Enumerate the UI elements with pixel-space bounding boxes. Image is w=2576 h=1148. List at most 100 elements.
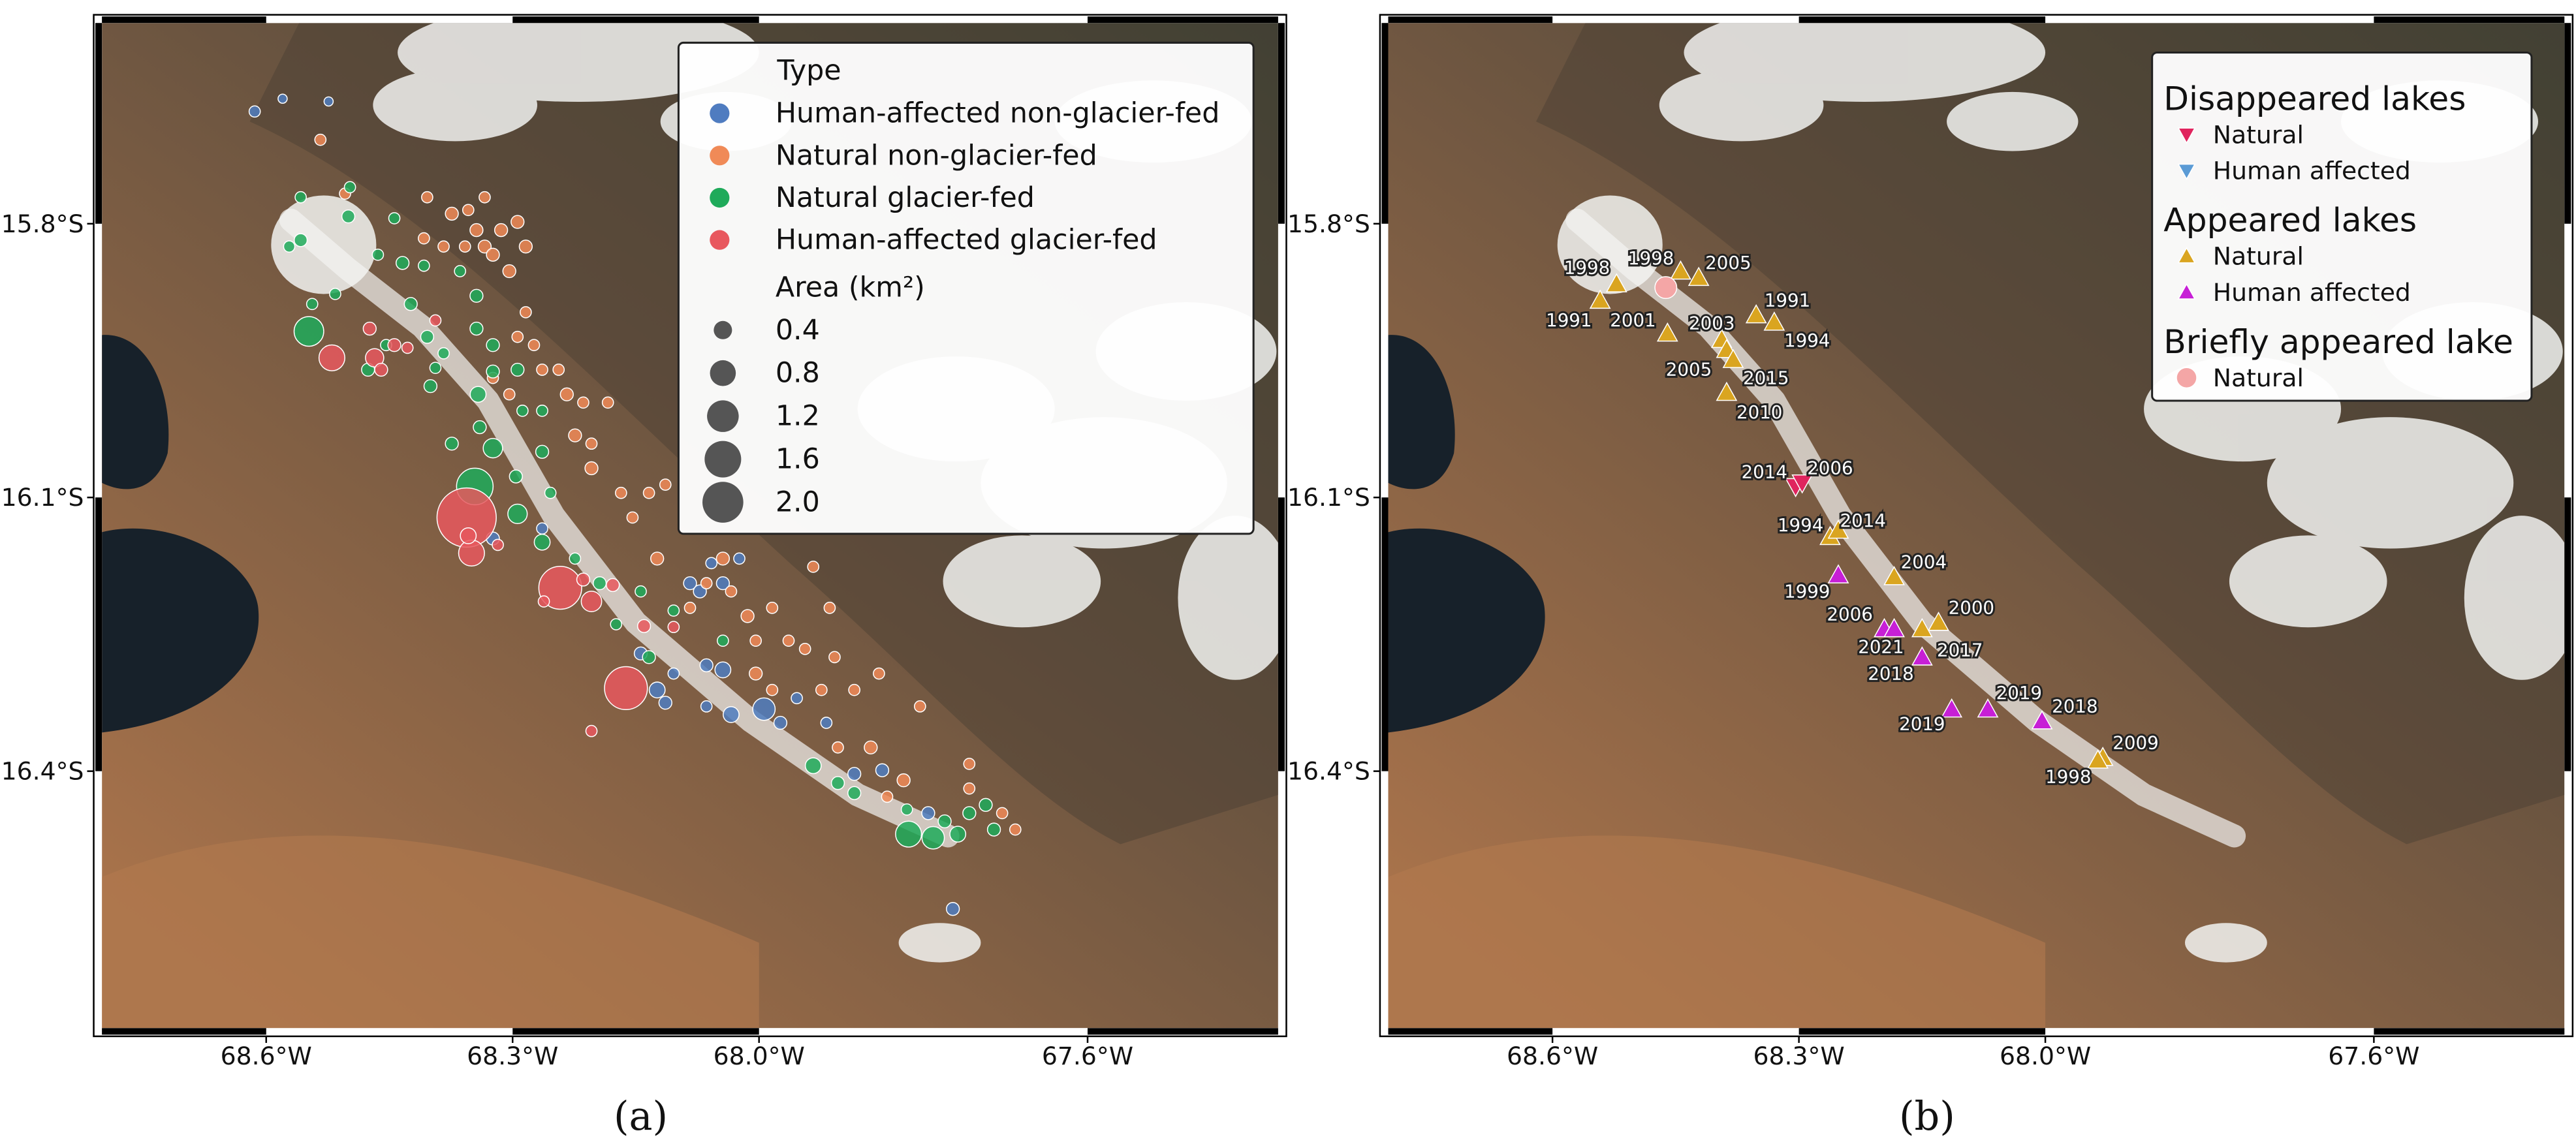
lake-point [341, 209, 356, 224]
lake-marker [1883, 566, 1905, 585]
lake-point [740, 609, 755, 623]
lake-point [323, 96, 334, 107]
year-label: 1998 [1628, 247, 1674, 269]
lake-point [293, 316, 324, 347]
lake-point [248, 105, 261, 118]
year-label: 1998 [1564, 256, 1610, 278]
lake-point [749, 634, 762, 647]
lake-point [715, 551, 730, 566]
lake-point [900, 803, 913, 816]
legend-group-title: Briefly appeared lake [2163, 322, 2513, 361]
year-label: 2014 [1840, 510, 1886, 531]
lake-point [584, 461, 599, 476]
legend-label: Natural glacier-fed [776, 181, 1035, 214]
lake-marker [1656, 322, 1678, 342]
legend-group-title: Disappeared lakes [2163, 79, 2466, 117]
x-tick-label: 68.3°W [467, 1042, 558, 1070]
lake-marker [1722, 349, 1744, 368]
lake-point [469, 321, 484, 336]
lake-point [420, 330, 435, 344]
lake-point [387, 338, 401, 352]
lake-point [418, 259, 430, 272]
lake-point [949, 826, 967, 843]
lake-point [429, 362, 442, 375]
year-label: 2009 [2113, 732, 2158, 753]
lake-marker [1654, 276, 1678, 300]
lake-point [667, 604, 680, 617]
lake-point [752, 697, 776, 721]
lake-point [388, 212, 401, 225]
lake-point [473, 420, 487, 435]
lake-point [963, 782, 976, 795]
y-tick-label: 16.4°S [1, 757, 84, 786]
lake-point [642, 486, 655, 499]
lake-point [418, 232, 430, 245]
lake-point [873, 667, 885, 680]
lake-point [782, 634, 795, 647]
frame-segment [1087, 16, 1278, 23]
lake-point [277, 93, 288, 104]
lake-marker [1605, 273, 1627, 292]
lake-point [503, 388, 516, 401]
lake-point [536, 364, 548, 376]
lake-point [552, 364, 565, 376]
year-label: 2005 [1666, 358, 1712, 380]
lake-point [832, 741, 844, 754]
frame-segment [512, 16, 759, 23]
lake-point [749, 666, 763, 681]
frame-segment [95, 497, 102, 771]
lake-point [462, 204, 475, 217]
lake-point [733, 552, 746, 565]
legend-label: Natural [2213, 364, 2304, 392]
lake-point [576, 572, 591, 587]
lake-point [535, 444, 550, 459]
lake-marker [1941, 698, 1963, 718]
y-tick-label: 15.8°S [1, 209, 84, 238]
lake-marker [2031, 710, 2053, 730]
legend-size-label: 1.6 [776, 443, 820, 476]
lake-point [823, 602, 836, 614]
legend-size-marker [714, 320, 732, 339]
lake-point [423, 379, 438, 394]
legend-marker [710, 187, 730, 208]
lake-point [996, 807, 1009, 820]
lake-point [773, 715, 788, 730]
lake-marker [1716, 381, 1738, 401]
lake-marker [1977, 698, 1999, 718]
legend-size-marker [702, 482, 744, 523]
frame-segment [2564, 23, 2571, 224]
lake-point [986, 822, 1001, 837]
legend-marker [2176, 367, 2197, 389]
lake-point [875, 763, 890, 777]
lake-point [585, 437, 598, 450]
lake-point [445, 437, 459, 451]
panel-caption: (b) [1899, 1094, 1955, 1140]
legend-marker [710, 146, 730, 166]
lake-point [454, 265, 467, 277]
lake-point [559, 387, 574, 401]
lake-point [766, 683, 779, 696]
x-tick-label: 68.0°W [2000, 1042, 2091, 1070]
lake-point [667, 667, 680, 680]
legend-label: Human affected [2213, 157, 2411, 185]
x-tick-label: 68.6°W [221, 1042, 312, 1070]
lake-marker [1911, 646, 1933, 666]
year-label: 2014 [1742, 461, 1787, 482]
legend-size-marker [710, 360, 736, 386]
legend-label: Natural [2213, 120, 2304, 149]
lake-point [362, 321, 377, 336]
y-tick-label: 16.4°S [1287, 757, 1370, 786]
frame-segment [2564, 497, 2571, 771]
lake-point [516, 405, 529, 417]
frame-segment [1381, 497, 1389, 771]
legend-size-marker [704, 441, 742, 478]
lake-point [318, 344, 345, 371]
lake-point [606, 578, 620, 593]
legend-label: Natural non-glacier-fed [776, 139, 1097, 172]
lake-point [658, 696, 672, 710]
lake-point [371, 248, 385, 261]
frame-segment [95, 23, 102, 224]
legend-box [677, 41, 1255, 535]
legend-title: Type [776, 54, 841, 87]
lake-point [683, 602, 697, 614]
